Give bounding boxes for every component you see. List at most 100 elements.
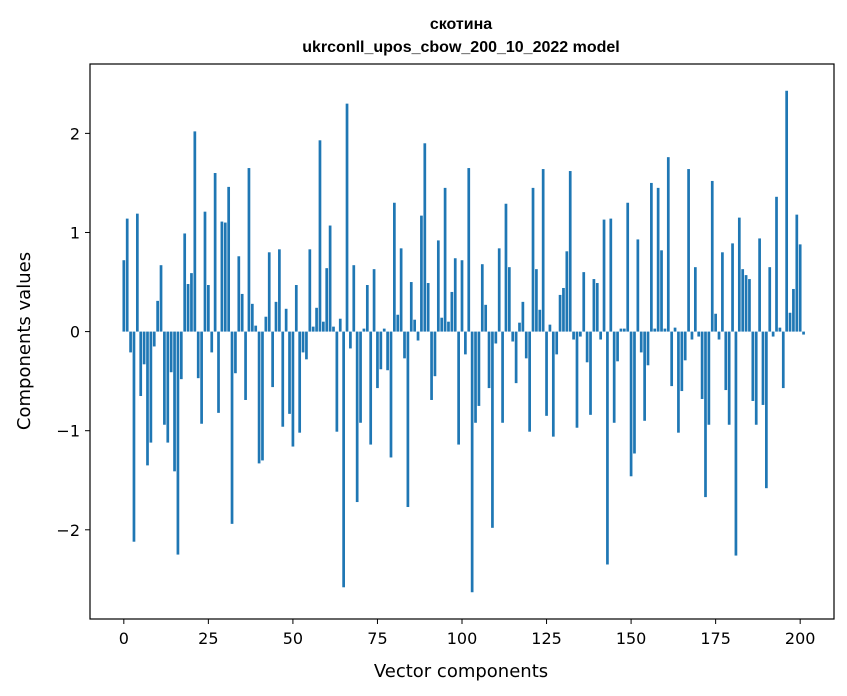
bar xyxy=(636,239,640,332)
bar xyxy=(663,328,667,332)
bar xyxy=(666,157,670,332)
bar xyxy=(680,331,684,392)
x-tick-label: 50 xyxy=(283,629,303,648)
bar xyxy=(453,258,457,332)
bar xyxy=(132,331,136,542)
bar xyxy=(122,260,126,332)
bar xyxy=(203,211,207,332)
bar xyxy=(518,322,521,332)
bar xyxy=(193,131,197,332)
bar xyxy=(464,331,467,355)
bar xyxy=(480,264,484,332)
bar xyxy=(457,331,460,445)
y-tick-label: −2 xyxy=(56,521,80,540)
x-tick-label: 150 xyxy=(616,629,647,648)
bar xyxy=(352,265,356,332)
bar xyxy=(524,331,528,359)
bar xyxy=(528,331,531,432)
bar xyxy=(305,331,308,360)
bar xyxy=(382,328,386,332)
x-axis-ticks: 0 25 50 75 100 125 150 175 200 xyxy=(119,619,815,648)
bar xyxy=(342,331,345,588)
bar xyxy=(653,328,657,332)
bar xyxy=(470,331,474,593)
bar xyxy=(186,284,190,332)
bar xyxy=(734,331,738,556)
bar xyxy=(670,331,674,387)
bar xyxy=(707,331,711,425)
bar xyxy=(548,324,552,332)
bar xyxy=(775,196,778,332)
bar xyxy=(785,90,789,332)
bar xyxy=(423,143,427,332)
bar xyxy=(714,313,717,332)
bar xyxy=(731,243,734,332)
bar xyxy=(650,182,653,332)
bar xyxy=(531,187,535,332)
bar xyxy=(183,233,187,332)
bar xyxy=(612,331,616,423)
bar xyxy=(687,169,690,332)
bar xyxy=(321,321,325,332)
bar xyxy=(149,331,153,443)
bar xyxy=(792,288,795,332)
bar xyxy=(413,319,417,332)
bar xyxy=(220,221,224,332)
bar xyxy=(267,252,271,332)
x-axis-label: Vector components xyxy=(374,661,548,682)
bar xyxy=(217,331,220,413)
bar xyxy=(190,273,193,332)
bar xyxy=(619,328,623,332)
bar xyxy=(250,303,254,332)
bar xyxy=(616,331,619,362)
bar xyxy=(589,331,592,415)
bar xyxy=(159,265,163,332)
bar xyxy=(450,291,454,332)
bar xyxy=(284,308,288,332)
y-axis-label: Components values xyxy=(14,252,35,430)
bar xyxy=(325,268,329,332)
bar xyxy=(592,279,596,332)
bar xyxy=(768,267,772,332)
bar-series xyxy=(122,90,805,593)
bar xyxy=(545,331,548,416)
bar xyxy=(163,331,166,425)
bar xyxy=(727,331,731,425)
y-tick-label: −1 xyxy=(56,422,80,441)
bar xyxy=(386,331,389,371)
bar xyxy=(487,331,491,389)
bar xyxy=(420,215,423,332)
bar xyxy=(535,269,538,332)
bar xyxy=(196,331,200,379)
bar xyxy=(173,331,176,472)
bar xyxy=(511,331,515,342)
x-tick-label: 25 xyxy=(198,629,218,648)
bar xyxy=(491,331,494,528)
bar xyxy=(521,301,525,332)
bar xyxy=(207,285,210,332)
bar xyxy=(781,331,785,389)
bar xyxy=(135,213,139,332)
bar xyxy=(697,331,701,337)
bar xyxy=(278,249,281,332)
bar xyxy=(582,272,586,332)
bar xyxy=(315,307,318,332)
bar xyxy=(311,326,315,332)
bar xyxy=(551,331,555,437)
bar xyxy=(477,331,481,406)
bar xyxy=(751,331,755,401)
bar xyxy=(484,304,488,332)
bar xyxy=(156,300,159,332)
bar xyxy=(294,285,298,332)
bar xyxy=(677,331,680,433)
bar xyxy=(802,331,805,335)
bar xyxy=(430,331,433,400)
bar xyxy=(626,202,630,332)
bar xyxy=(440,317,444,332)
bar xyxy=(365,285,369,332)
bar xyxy=(572,331,575,340)
bar xyxy=(501,331,504,423)
bar xyxy=(223,222,227,332)
bar xyxy=(683,331,687,361)
bar xyxy=(210,331,214,353)
